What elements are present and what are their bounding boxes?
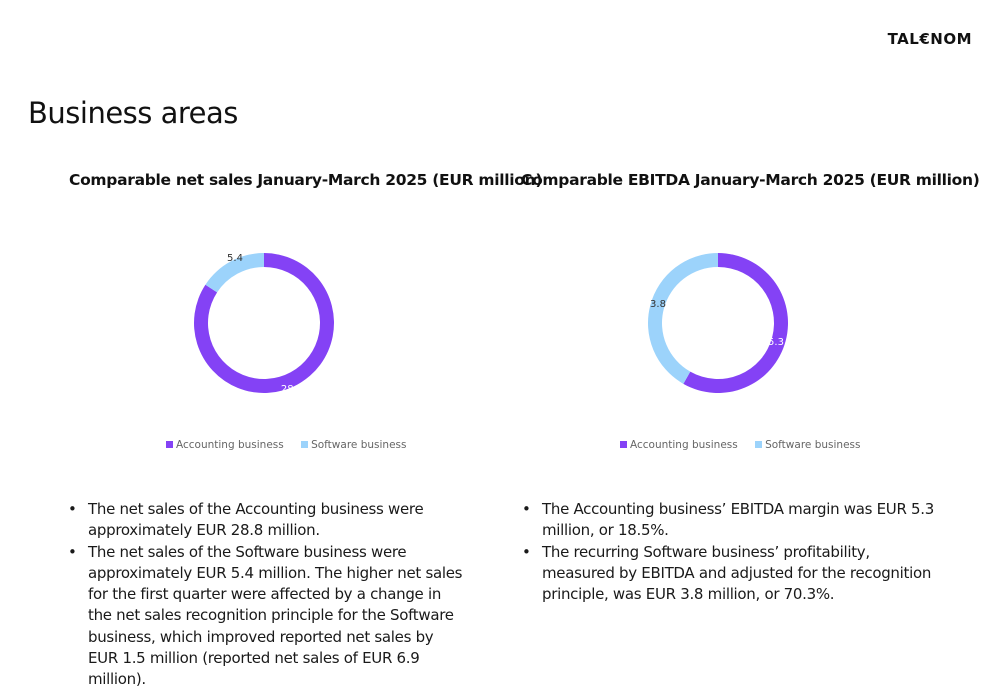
bullet-item: The Accounting business’ EBITDA margin w…	[522, 499, 942, 542]
net-sales-bullet-list: The net sales of the Accounting business…	[68, 499, 463, 691]
page-title: Business areas	[28, 96, 238, 130]
accounting-slice	[683, 253, 788, 393]
software-data-label: 5.4	[227, 253, 243, 264]
accounting-data-label: 5.3	[768, 337, 784, 348]
legend-item-accounting: Accounting business	[620, 439, 738, 451]
software-data-label: 3.8	[650, 299, 666, 310]
legend-item-software: Software business	[755, 439, 860, 451]
accounting-data-label: 28.8	[281, 384, 303, 395]
legend-label-accounting: Accounting business	[630, 439, 738, 451]
legend-item-accounting: Accounting business	[166, 439, 284, 451]
net-sales-legend: Accounting business Software business	[166, 439, 420, 451]
ebitda-chart-title: Comparable EBITDA January-March 2025 (EU…	[521, 171, 980, 189]
bullet-item: The net sales of the Accounting business…	[68, 499, 463, 542]
legend-item-software: Software business	[301, 439, 406, 451]
ebitda-legend: Accounting business Software business	[620, 439, 874, 451]
talenom-logo: TAL€NOM	[887, 30, 972, 48]
software-slice	[648, 253, 718, 384]
ebitda-bullet-list: The Accounting business’ EBITDA margin w…	[522, 499, 942, 605]
legend-swatch-software	[755, 441, 763, 448]
net-sales-donut-chart: 28.8 5.4	[194, 253, 334, 395]
legend-label-software: Software business	[311, 439, 407, 451]
legend-label-accounting: Accounting business	[176, 439, 284, 451]
software-slice	[205, 253, 264, 293]
legend-swatch-software	[301, 441, 309, 448]
net-sales-chart-title: Comparable net sales January-March 2025 …	[69, 171, 543, 189]
legend-swatch-accounting	[620, 441, 627, 448]
legend-label-software: Software business	[765, 439, 861, 451]
ebitda-donut-chart: 5.3 3.8	[648, 253, 788, 393]
legend-swatch-accounting	[166, 441, 173, 448]
bullet-item: The net sales of the Software business w…	[68, 542, 463, 691]
bullet-item: The recurring Software business’ profita…	[522, 542, 942, 606]
